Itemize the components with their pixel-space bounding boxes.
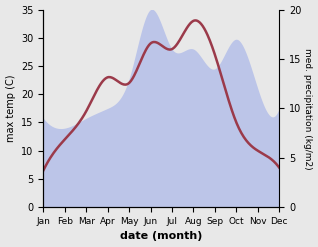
X-axis label: date (month): date (month) bbox=[120, 231, 203, 242]
Y-axis label: max temp (C): max temp (C) bbox=[5, 75, 16, 142]
Y-axis label: med. precipitation (kg/m2): med. precipitation (kg/m2) bbox=[303, 48, 313, 169]
